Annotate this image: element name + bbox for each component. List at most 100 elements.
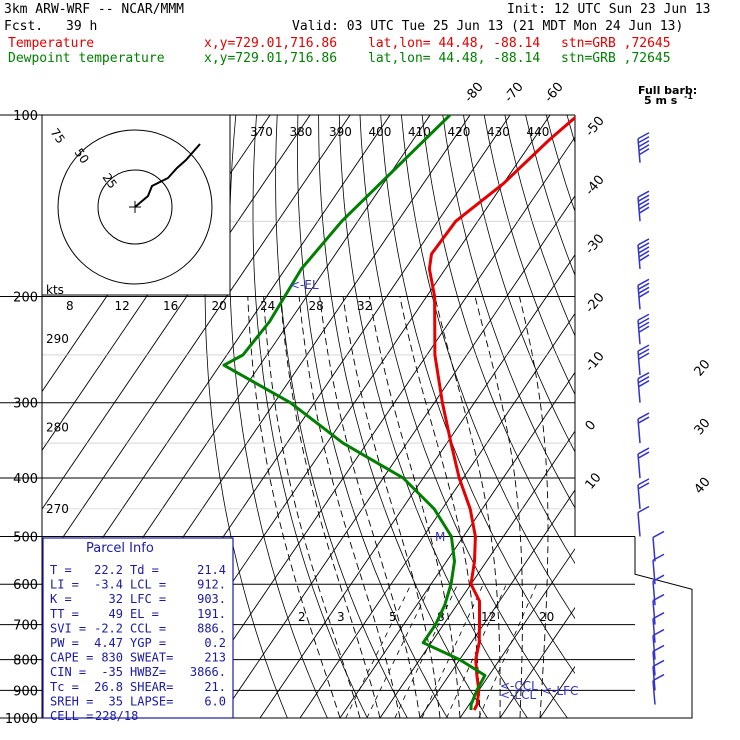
parcel-info-bg: [43, 538, 233, 718]
wind-barb-staff: [652, 666, 656, 691]
moist-adiabat: [399, 296, 481, 718]
isotherm-label: -70: [502, 80, 527, 106]
isotherm-line: [419, 489, 575, 718]
wind-barb: [637, 190, 650, 222]
lcl-marker: <-LCL: [500, 688, 536, 702]
wind-barb-flag: [652, 553, 665, 561]
wind-barb-flag: [638, 206, 650, 214]
pressure-label: 800: [13, 654, 38, 669]
wind-barb-flag: [638, 202, 650, 210]
wind-barb: [637, 412, 650, 444]
hodograph-units: kts: [46, 283, 64, 297]
barb-key-title: Full barb:: [638, 84, 697, 97]
wind-barb-staff: [652, 600, 656, 625]
pressure-label: 300: [13, 397, 38, 412]
moist-adiabat: [247, 296, 341, 718]
parcel-row-label: SWEAT=: [130, 651, 173, 665]
theta-e-label: 290: [46, 332, 69, 346]
wind-barb-flag: [637, 313, 650, 321]
wind-barb-flag: [652, 644, 665, 653]
dew-station: stn=GRB ,72645: [561, 51, 671, 66]
dry-adiabat: [318, 115, 488, 718]
inset-axis-label: 12: [115, 299, 130, 313]
isotherm-line: [459, 548, 575, 718]
parcel-row-label: SREH =: [50, 694, 93, 708]
dry-adiabat: [401, 115, 575, 620]
wind-barb-flag: [638, 325, 650, 333]
pressure-label: 200: [13, 291, 38, 306]
parcel-row-value: 830: [101, 651, 123, 665]
wind-barb-flag: [637, 238, 650, 246]
isotherm-line: [299, 312, 575, 718]
parcel-row-label: PW =: [50, 636, 79, 650]
theta-label: 370: [250, 125, 273, 139]
wind-barb-flag: [637, 447, 650, 455]
valid-time: Valid: 03 UTC Tue 25 Jun 13 (21 MDT Mon …: [292, 19, 684, 34]
parcel-row-label: T =: [50, 563, 72, 577]
parcel-row-label: SHEAR=: [130, 680, 173, 694]
forecast-hour: 39 h: [66, 19, 98, 34]
isotherm-label: -50: [583, 114, 608, 140]
isotherm-line: [179, 136, 575, 718]
dry-adiabat: [504, 115, 575, 337]
wind-barb-flag: [638, 246, 650, 254]
wind-barb-flag: [637, 482, 650, 490]
wind-barb-flag: [637, 451, 650, 459]
wind-barb-flag: [638, 144, 650, 152]
mixing-ratio-label: 2: [298, 610, 306, 624]
forecast-label: Fcst.: [4, 19, 44, 34]
parcel-row-value: -2.2: [94, 621, 123, 635]
parcel-row-value: 228/18: [95, 709, 138, 723]
wind-barb-flag: [637, 317, 650, 325]
mixing-ratio-label: 5: [389, 610, 397, 624]
wind-barb-staff: [652, 581, 656, 606]
parcel-row-label: YGP =: [130, 636, 166, 650]
wind-barb: [652, 628, 665, 660]
wind-barb-flag: [652, 673, 665, 682]
wind-barb-flag: [637, 412, 650, 420]
wind-barb-staff: [637, 512, 641, 537]
wind-barb: [637, 447, 650, 479]
isotherm-label: 30: [692, 416, 714, 438]
temp-station: stn=GRB ,72645: [561, 36, 671, 51]
dry-adiabat: [359, 115, 568, 718]
isotherm-label: -10: [583, 349, 608, 375]
pressure-label: 500: [13, 530, 38, 545]
theta-label: 390: [329, 125, 352, 139]
wind-barb: [652, 673, 665, 705]
mixing-ratio-label: 20: [539, 610, 554, 624]
parcel-row-value: 22.2: [94, 563, 123, 577]
dry-adiabat: [650, 115, 740, 718]
wind-barb-staff: [652, 651, 656, 676]
parcel-info-box: [42, 537, 234, 719]
wind-barb-flag: [652, 612, 665, 620]
dry-adiabat: [275, 115, 408, 718]
wind-barb-flag: [637, 376, 650, 384]
wind-barb-flag: [637, 242, 650, 250]
wind-barb-flag: [638, 140, 650, 148]
hodograph-ring: [97, 169, 173, 245]
wind-barb-flag: [638, 254, 650, 262]
mixing-ratio-label: 12: [481, 610, 496, 624]
wind-barb-flag: [637, 348, 650, 356]
theta-label: 430: [487, 125, 510, 139]
wind-barb-flag: [637, 190, 650, 198]
legend-dewpoint: Dewpoint temperature: [8, 51, 165, 66]
wind-barb: [637, 238, 650, 269]
wind-barb-staff: [652, 537, 656, 562]
parcel-row-value: 3866.: [190, 665, 226, 679]
inset-axis-label: 32: [357, 299, 372, 313]
inset-axis-label: 8: [66, 299, 74, 313]
parcel-row-label: LFC =: [130, 592, 166, 606]
wind-barb-flag: [638, 321, 650, 329]
temp-latlon: lat,lon= 44.48, -88.14: [368, 36, 541, 51]
wind-barb-staff: [652, 635, 656, 660]
isotherm-line: [219, 195, 575, 718]
wind-barb-staff: [652, 680, 656, 705]
parcel-row-label: LI =: [50, 578, 79, 592]
wind-barb-flag: [637, 416, 650, 424]
theta-e-label: 280: [46, 421, 69, 435]
theta-e-label: 270: [46, 502, 69, 516]
wind-barb-flag: [652, 593, 665, 602]
